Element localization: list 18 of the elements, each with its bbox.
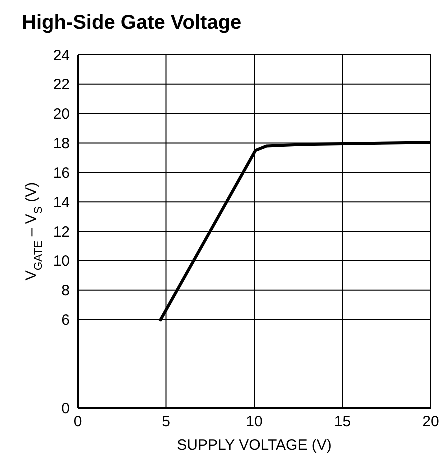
x-tick-label: 10 [246,414,263,431]
y-tick-label: 22 [53,76,70,94]
y-tick-label: 18 [53,136,70,153]
x-axis-title: SUPPLY VOLTAGE (V) [177,437,332,454]
x-tick-label: 15 [334,414,352,431]
x-tick-label: 20 [422,414,440,431]
y-tick-label: 10 [53,253,70,270]
y-tick-label: 14 [53,194,70,212]
chart-title: High-Side Gate Voltage [22,12,242,35]
y-tick-label: 8 [62,282,70,300]
y-tick-label: 16 [53,164,70,182]
y-tick-label: 12 [53,224,70,241]
y-tick-label: 0 [62,400,70,418]
x-tick-label: 0 [74,414,82,431]
x-tick-label: 5 [162,414,170,431]
y-tick-label: 20 [53,106,70,124]
y-tick-label: 6 [62,312,70,330]
y-tick-label: 24 [53,47,70,64]
